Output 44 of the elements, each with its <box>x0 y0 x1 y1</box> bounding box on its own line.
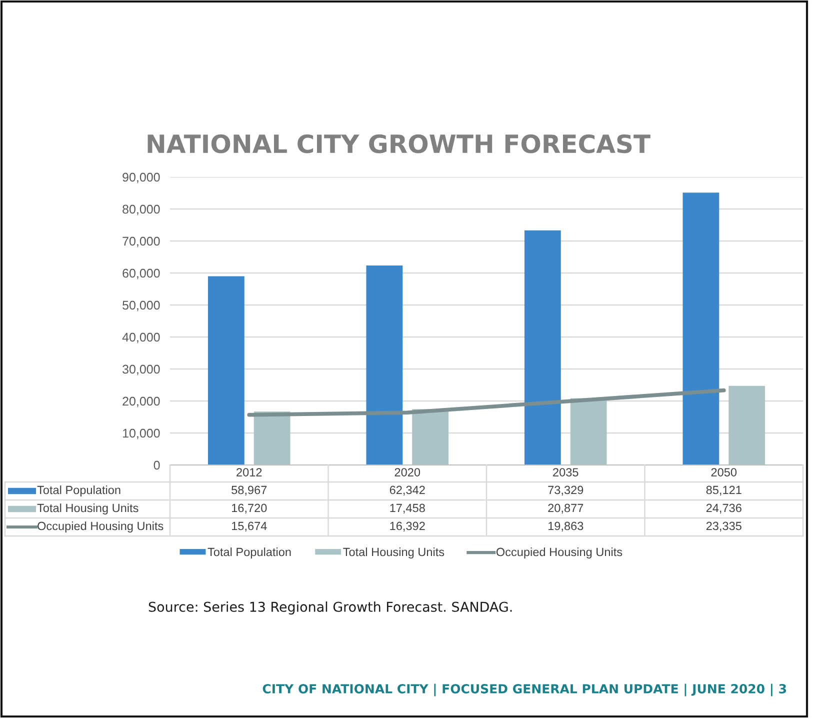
data-label: 58,967 <box>232 486 267 496</box>
x-tick-label: 2012 <box>236 468 262 476</box>
bar <box>208 276 244 465</box>
data-label: 62,342 <box>390 486 425 496</box>
x-tick-label: 2020 <box>394 468 420 476</box>
data-label: 16,392 <box>390 522 425 532</box>
data-label: 17,458 <box>390 504 425 514</box>
y-tick-label: 90,000 <box>122 172 160 184</box>
source-note: Source: Series 13 Regional Growth Forecast. SANDAG. <box>148 601 512 615</box>
line-series <box>247 388 726 417</box>
data-label: 19,863 <box>548 522 584 532</box>
bar <box>682 192 720 465</box>
text: Total Population <box>37 485 120 497</box>
legend-label: Occupied Housing Units <box>496 547 622 559</box>
legend-label: Total Population <box>208 547 291 559</box>
data-label: 20,877 <box>548 504 584 514</box>
text: CITY OF NATIONAL CITY | FOCUSED GENERAL PLAN UPDATE | JUNE 2020 | 3 <box>262 684 786 696</box>
y-tick-label: 50,000 <box>122 300 160 312</box>
y-tick-label: 0 <box>154 460 160 470</box>
chart-title: NATIONAL CITY GROWTH FORECAST <box>148 134 650 154</box>
y-tick-label: 80,000 <box>122 204 160 216</box>
y-tick-label: 30,000 <box>122 364 160 376</box>
text: Total Housing Units <box>37 503 138 515</box>
data-label: 85,121 <box>706 486 742 496</box>
bar <box>524 230 561 465</box>
text: Occupied Housing Units <box>38 521 164 533</box>
y-tick-label: 70,000 <box>122 236 160 248</box>
data-label: 73,329 <box>548 486 584 496</box>
y-tick-label: 20,000 <box>122 396 160 408</box>
bar <box>728 386 766 465</box>
legend-label: Total Housing Units <box>343 547 444 559</box>
data-label: 15,674 <box>232 522 267 532</box>
x-tick-label: 2035 <box>553 468 578 476</box>
y-tick-label: 60,000 <box>122 268 160 280</box>
bar <box>254 411 290 465</box>
y-tick-label: 40,000 <box>122 332 160 344</box>
data-label: 24,736 <box>706 504 742 514</box>
data-label: 16,720 <box>232 504 267 514</box>
x-tick-label: 2050 <box>711 468 737 476</box>
bar <box>366 266 403 465</box>
data-label: 23,335 <box>706 522 742 532</box>
bar <box>570 398 607 465</box>
bar <box>412 409 449 465</box>
y-tick-label: 10,000 <box>123 428 160 440</box>
